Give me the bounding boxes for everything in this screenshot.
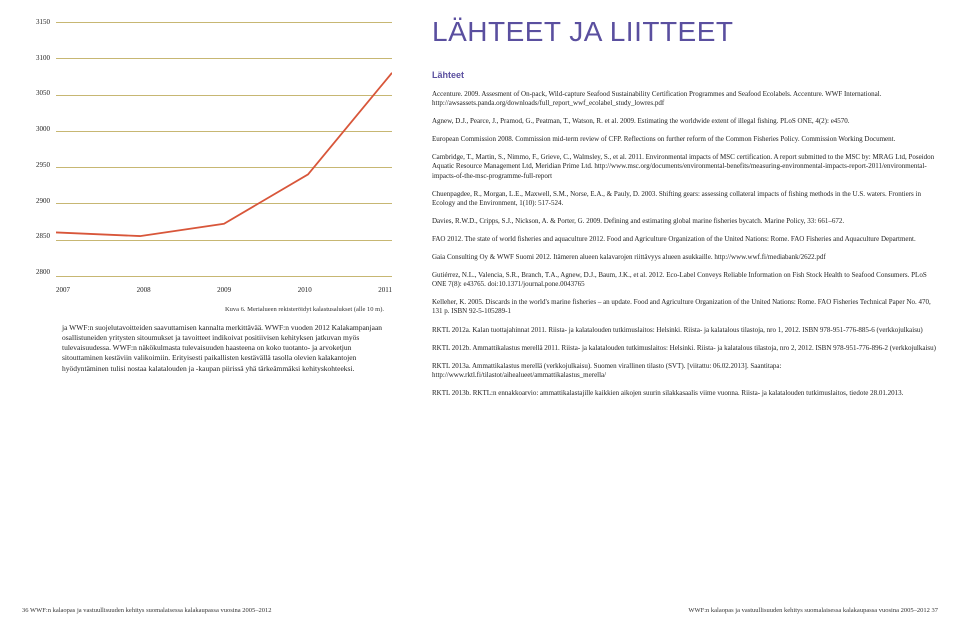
reference-item: Accenture. 2009. Assesment of On-pack, W… xyxy=(432,90,938,108)
chart-ytick-label: 3050 xyxy=(22,89,50,97)
reference-item: RKTL 2013a. Ammattikalastus merellä (ver… xyxy=(432,362,938,380)
chart-xtick-label: 2010 xyxy=(298,286,312,294)
chart-ytick-label: 2850 xyxy=(22,232,50,240)
reference-item: RKTL 2013b. RKTL:n ennakkoarvio: ammatti… xyxy=(432,389,938,398)
chart-xtick-label: 2007 xyxy=(56,286,70,294)
chart-caption: Kuva 6. Merialueen rekisteröidyt kalastu… xyxy=(22,306,384,313)
reference-item: Gutiérrez, N.L., Valencia, S.R., Branch,… xyxy=(432,271,938,289)
chart-line xyxy=(56,22,392,276)
reference-item: Chuenpagdee, R., Morgan, L.E., Maxwell, … xyxy=(432,190,938,208)
chart-xtick-label: 2009 xyxy=(217,286,231,294)
reference-item: Gaia Consulting Oy & WWF Suomi 2012. Itä… xyxy=(432,253,938,262)
reference-item: Cambridge, T., Martin, S., Nimmo, F., Gr… xyxy=(432,153,938,180)
reference-item: RKTL 2012a. Kalan tuottajahinnat 2011. R… xyxy=(432,326,938,335)
chart-xtick-label: 2011 xyxy=(378,286,392,294)
page-title: LÄHTEET JA LIITTEET xyxy=(432,16,938,48)
chart-ytick-label: 2900 xyxy=(22,197,50,205)
chart-ytick-label: 3000 xyxy=(22,125,50,133)
reference-list: Accenture. 2009. Assesment of On-pack, W… xyxy=(432,90,938,398)
left-column: 3150 3100 3050 3000 2950 2900 2850 2800 2007 200… xyxy=(22,14,432,602)
chart-xtick-label: 2008 xyxy=(137,286,151,294)
footer-right: WWF:n kalaopas ja vastuullisuuden kehity… xyxy=(688,607,938,614)
body-paragraph: ja WWF:n suojelutavoitteiden saavuttamis… xyxy=(22,323,402,374)
reference-item: Davies, R.W.D., Cripps, S.J., Nickson, A… xyxy=(432,217,938,226)
reference-item: Agnew, D.J., Pearce, J., Pramod, G., Pea… xyxy=(432,117,938,126)
reference-item: RKTL 2012b. Ammattikalastus merellä 2011… xyxy=(432,344,938,353)
footer-left: 36 WWF:n kalaopas ja vastuullisuuden keh… xyxy=(22,607,272,614)
chart-ytick-label: 3150 xyxy=(22,18,50,26)
reference-item: FAO 2012. The state of world fisheries a… xyxy=(432,235,938,244)
right-column: LÄHTEET JA LIITTEET Lähteet Accenture. 2… xyxy=(432,14,938,602)
line-chart: 3150 3100 3050 3000 2950 2900 2850 2800 2007 200… xyxy=(22,18,402,298)
reference-item: European Commission 2008. Commission mid… xyxy=(432,135,938,144)
chart-ytick-label: 2800 xyxy=(22,268,50,276)
section-subhead: Lähteet xyxy=(432,70,938,80)
chart-ytick-label: 2950 xyxy=(22,161,50,169)
chart-ytick-label: 3100 xyxy=(22,54,50,62)
chart-gridline xyxy=(56,276,392,277)
reference-item: Kelleher, K. 2005. Discards in the world… xyxy=(432,298,938,316)
